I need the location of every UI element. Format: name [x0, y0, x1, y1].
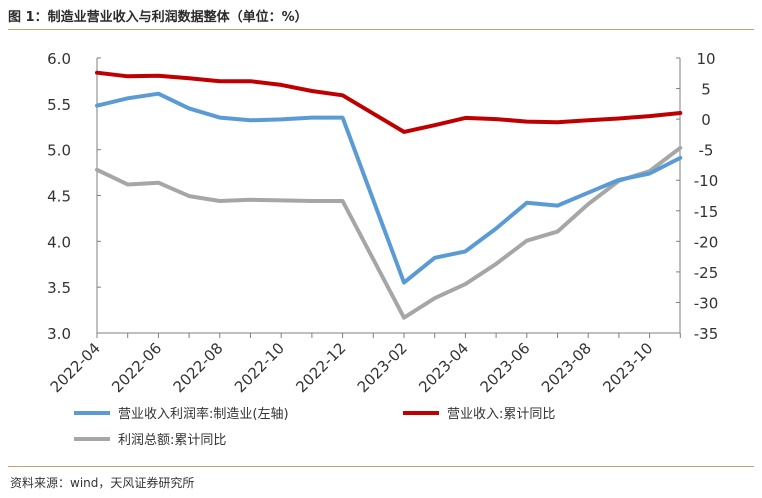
series-lines [95, 70, 683, 320]
x-tick-label: 2022-06 [108, 339, 165, 396]
series-line-1 [95, 91, 683, 285]
legend-label-1: 营业收入利润率:制造业(左轴) [118, 406, 289, 422]
right-axis-ticks: -35 -30 -25 -20 -15 -10 -5 0 5 10 [676, 50, 718, 343]
x-tick-label: 2022-08 [170, 339, 227, 396]
right-tick-label: 0 [701, 111, 711, 129]
series-line-3 [95, 145, 683, 320]
x-tick-label: 2023-06 [477, 339, 534, 396]
x-tick-label: 2022-12 [292, 339, 349, 396]
x-tick-label: 2022-04 [47, 339, 104, 396]
legend-label-2: 营业收入:累计同比 [447, 407, 555, 422]
right-tick-label: -25 [694, 264, 719, 282]
left-tick-label: 6.0 [47, 50, 71, 68]
right-tick-label: -30 [694, 294, 719, 312]
left-axis-ticks: 3.0 3.5 4.0 4.5 5.0 5.5 6.0 [47, 50, 101, 343]
x-axis-ticks: 2022-04 2022-06 2022-08 2022-10 2022-12 2023-… [47, 333, 681, 396]
right-tick-label: 10 [696, 50, 715, 68]
right-tick-label: -10 [694, 172, 719, 190]
x-tick-label: 2023-08 [538, 339, 595, 396]
source-note: 资料来源：wind，天风证券研究所 [10, 476, 195, 490]
left-tick-label: 3.5 [47, 279, 71, 297]
left-tick-label: 4.5 [47, 188, 71, 206]
right-tick-label: -35 [694, 325, 719, 343]
left-tick-label: 5.0 [47, 142, 71, 160]
legend-label-3: 利润总额:累计同比 [118, 433, 226, 448]
left-tick-label: 3.0 [47, 325, 71, 343]
x-tick-label: 2023-02 [354, 339, 411, 396]
figure-title: 图 1：制造业营业收入与利润数据整体（单位：%） [8, 10, 308, 25]
left-tick-label: 4.0 [47, 233, 71, 251]
series-line-2 [95, 70, 683, 134]
x-tick-label: 2023-10 [599, 339, 656, 396]
left-tick-label: 5.5 [47, 96, 71, 114]
right-tick-label: -20 [694, 233, 719, 251]
right-tick-label: -5 [699, 142, 714, 160]
x-tick-label: 2022-10 [231, 339, 288, 396]
x-tick-label: 2023-04 [415, 339, 472, 396]
title-divider [8, 29, 754, 30]
right-tick-label: -15 [694, 203, 719, 221]
footer-divider [8, 466, 754, 467]
right-tick-label: 5 [701, 81, 711, 99]
